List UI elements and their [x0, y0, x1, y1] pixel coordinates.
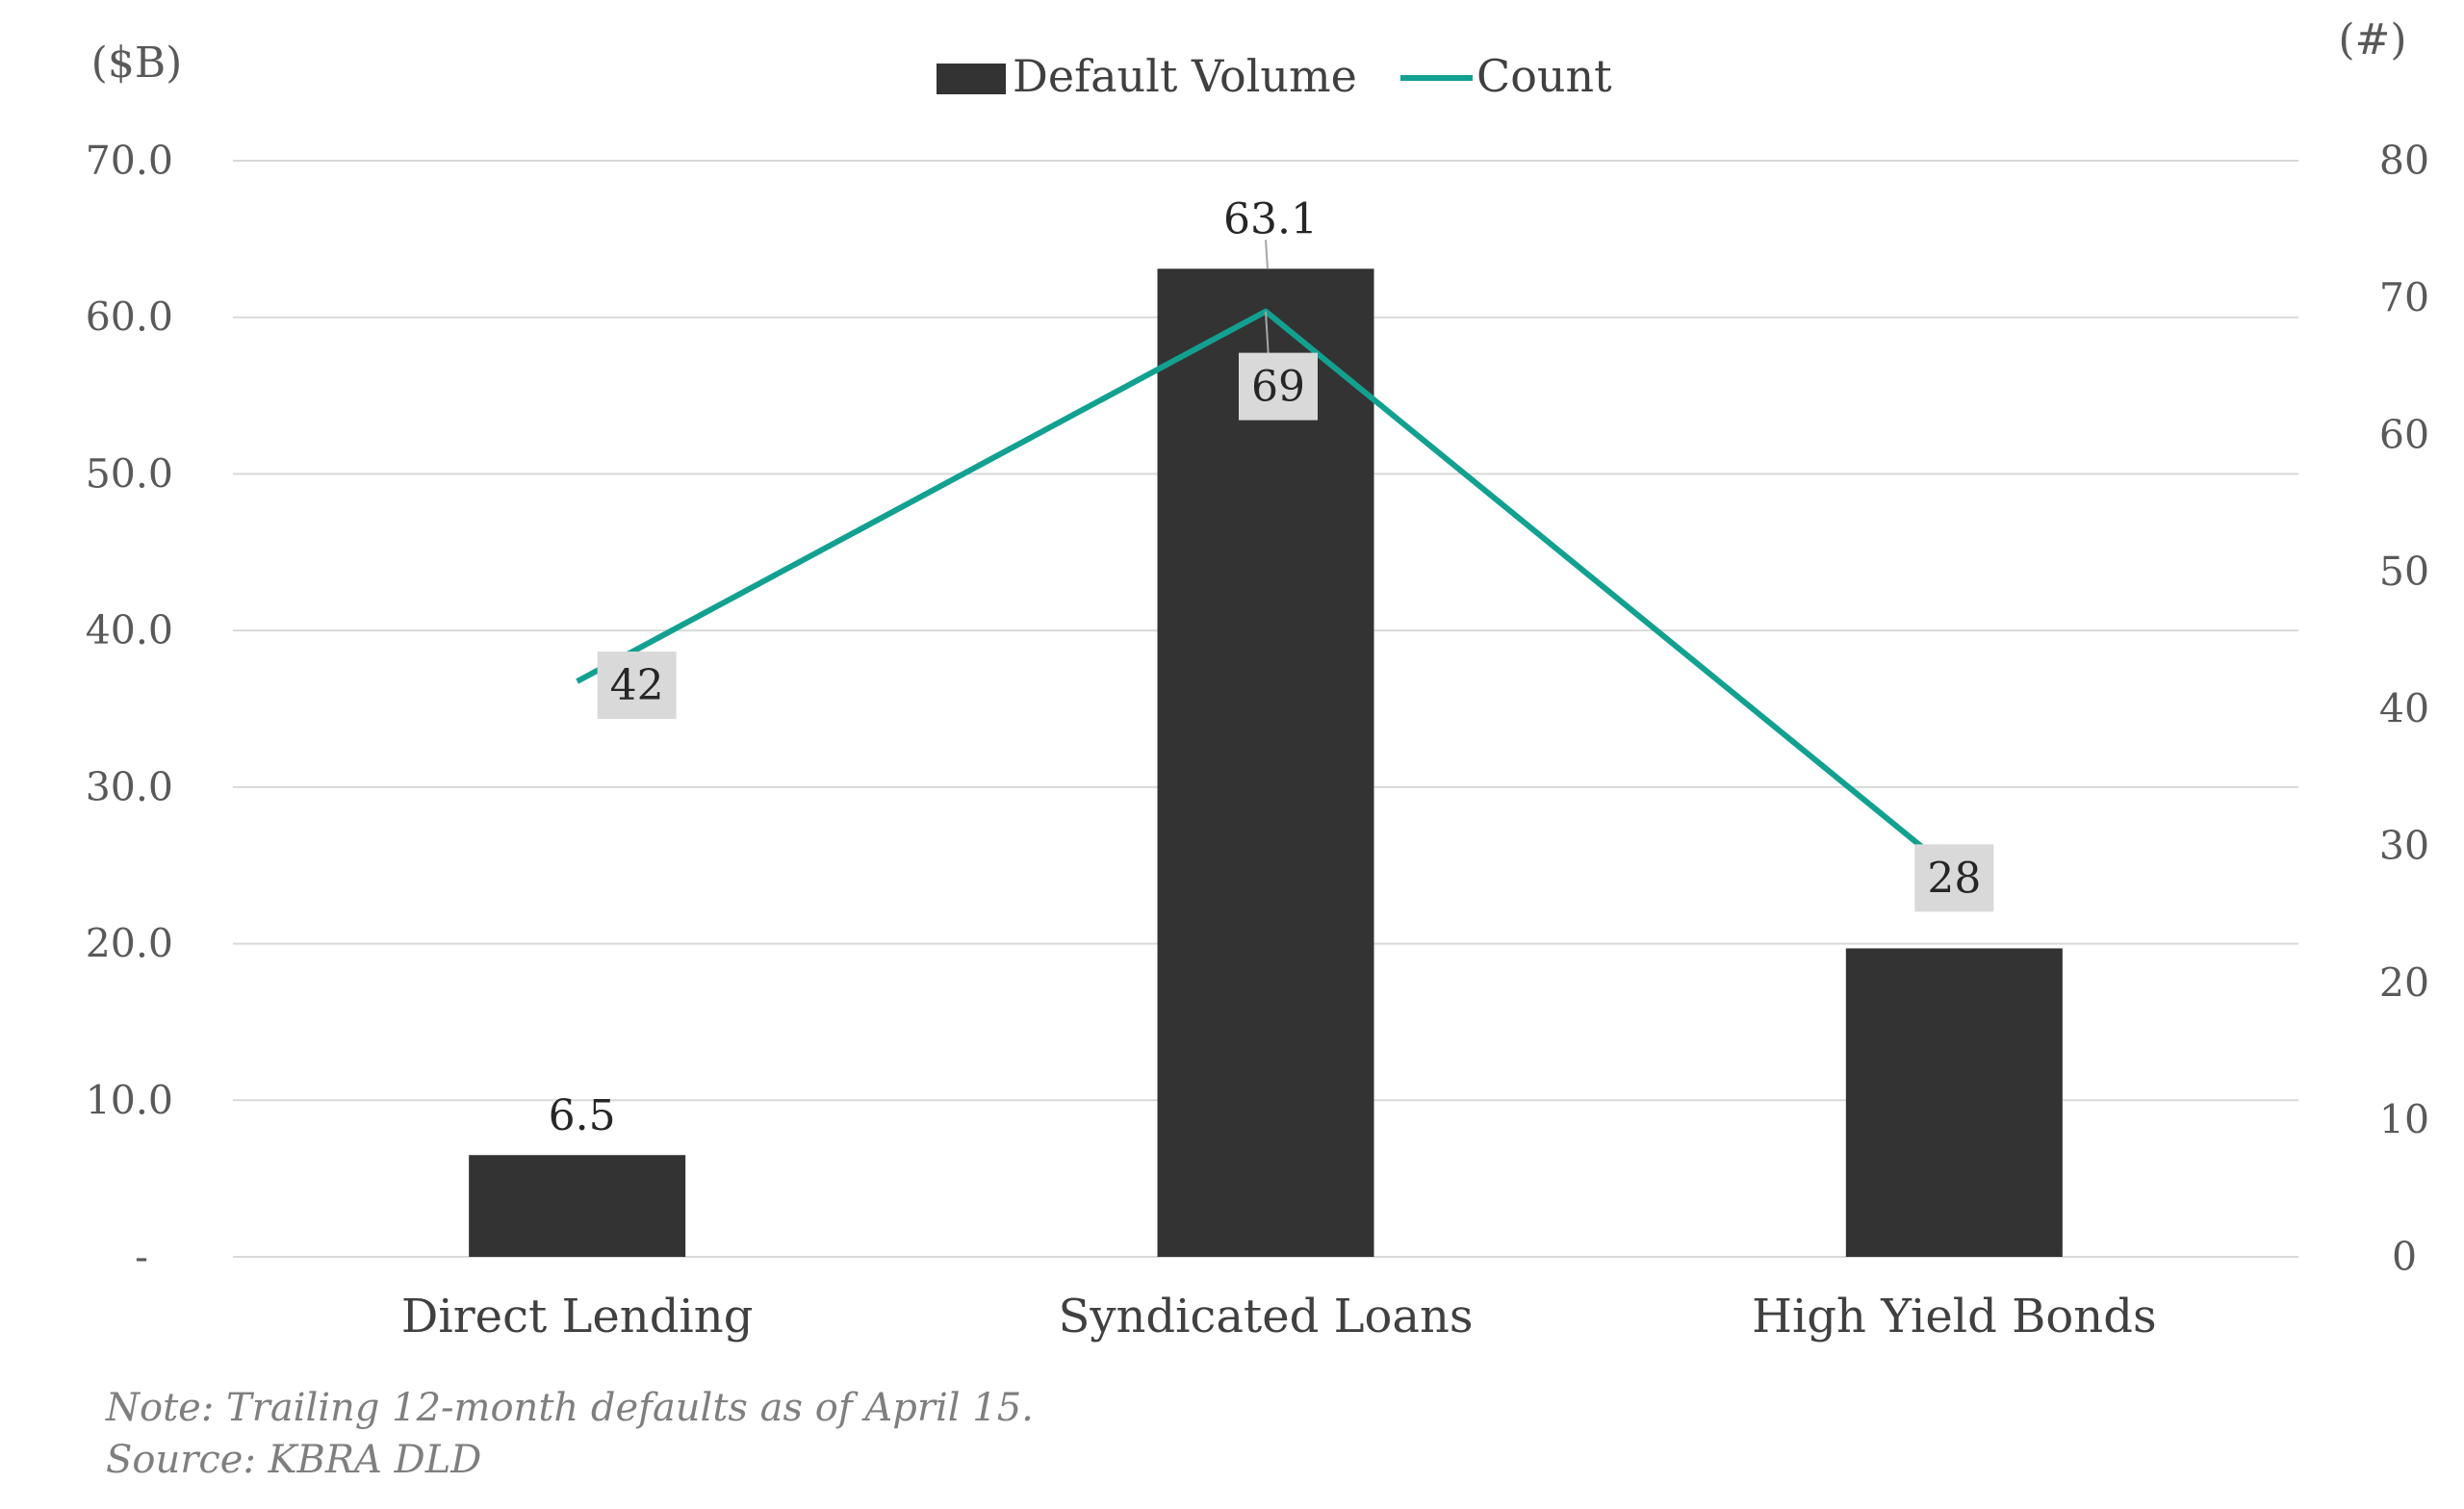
left-axis-tick-label: 20.0 — [86, 921, 173, 967]
left-axis-tick-label: 60.0 — [86, 294, 173, 341]
count-label-box — [597, 652, 677, 720]
right-axis-tick-label: 30 — [2379, 823, 2429, 869]
right-axis-tick-label: 80 — [2379, 138, 2429, 184]
left-axis-tick-label: 70.0 — [86, 138, 173, 184]
data-labels: 6.5 63.1 42 69 28 — [549, 194, 1994, 1140]
category-label: Syndicated Loans — [1058, 1290, 1473, 1343]
axes: ($B) (#) - 10.0 20.0 30.0 40.0 50.0 60.0 70.0 0 1… — [86, 15, 2429, 1343]
count-label-box — [1914, 844, 1994, 912]
footnote-source: Source: KBRA DLD — [106, 1438, 482, 1482]
right-axis-tick-label: 40 — [2379, 686, 2429, 732]
right-axis-tick-label: 10 — [2379, 1097, 2429, 1143]
count-value-label: 28 — [1927, 854, 1981, 903]
category-label: Direct Lending — [401, 1290, 754, 1343]
bar-high-yield-bonds — [1845, 948, 2063, 1257]
legend-label-count: Count — [1476, 50, 1612, 102]
legend-label-default-volume: Default Volume — [1013, 50, 1357, 102]
bar-direct-lending — [469, 1155, 686, 1257]
bar-value-label: 6.5 — [549, 1091, 616, 1140]
category-label: High Yield Bonds — [1752, 1290, 2157, 1343]
bars — [469, 269, 2063, 1258]
count-label-leader — [1265, 311, 1270, 359]
count-label-box — [1239, 352, 1318, 421]
count-value-label: 42 — [610, 661, 664, 710]
right-axis-tick-label: 20 — [2379, 959, 2429, 1006]
right-axis-tick-label: 60 — [2379, 412, 2429, 458]
right-axis-unit: (#) — [2338, 15, 2406, 64]
count-value-label: 69 — [1251, 363, 1305, 412]
left-axis-tick-label: 10.0 — [86, 1077, 173, 1123]
bar-syndicated-loans — [1157, 269, 1374, 1258]
left-axis-unit: ($B) — [91, 38, 183, 88]
legend: Default Volume Count — [937, 50, 1612, 102]
left-axis-tick-label: 50.0 — [86, 450, 173, 497]
left-axis-tick-label: - — [135, 1234, 148, 1280]
left-axis-tick-label: 40.0 — [86, 607, 173, 653]
right-axis-tick-label: 0 — [2392, 1234, 2417, 1280]
bar-value-label: 63.1 — [1223, 194, 1318, 243]
left-axis-tick-label: 30.0 — [86, 764, 173, 810]
footnote-note: Note: Trailing 12-month defaults as of A… — [106, 1386, 1034, 1430]
right-axis-tick-label: 50 — [2379, 549, 2429, 595]
bar-label-leader — [1265, 240, 1269, 269]
legend-swatch-default-volume — [937, 64, 1006, 94]
right-axis-tick-label: 70 — [2379, 274, 2429, 320]
